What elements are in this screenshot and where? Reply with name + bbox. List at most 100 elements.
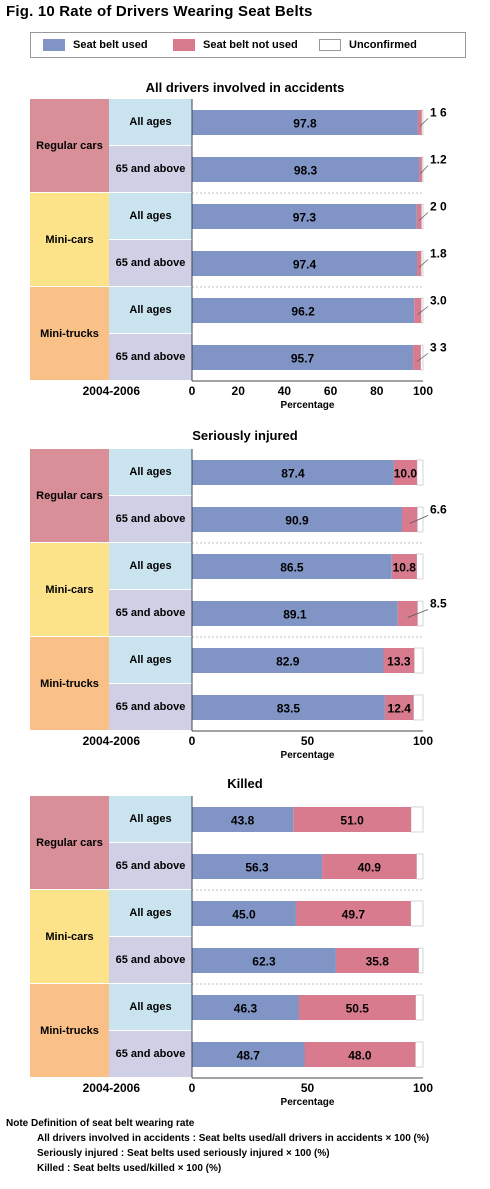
data-label-used: 98.3: [294, 164, 318, 178]
bar-seat-belt-not-used: [416, 251, 422, 276]
data-label-not-used: 12.4: [388, 702, 412, 716]
bar-seat-belt-not-used: [417, 110, 422, 135]
data-label-used: 43.8: [231, 814, 255, 828]
age-label-65-and-above: 65 and above: [109, 1031, 192, 1078]
legend-item-used: Seat belt used: [43, 39, 148, 51]
bar-unconfirmed: [416, 853, 424, 880]
age-label-all-ages: All ages: [109, 99, 192, 146]
period-label: 2004-2006: [83, 384, 141, 398]
x-tick-label: 0: [189, 384, 196, 398]
leader-line: [416, 353, 429, 362]
age-label-65-and-above: 65 and above: [109, 937, 192, 984]
data-label-not-used: 1.2: [430, 153, 447, 167]
data-label-used: 62.3: [252, 955, 276, 969]
x-axis-label: Percentage: [281, 750, 335, 761]
bar-unconfirmed: [415, 1041, 424, 1068]
data-label-used: 56.3: [245, 861, 269, 875]
bar-seat-belt-not-used: [298, 995, 416, 1020]
data-label-used: 90.9: [285, 514, 309, 528]
data-label-used: 86.5: [280, 561, 304, 575]
x-tick-label: 50: [301, 1081, 315, 1095]
bar-seat-belt-used: [192, 995, 299, 1020]
x-axis-label: Percentage: [281, 400, 335, 411]
data-label-not-used: 35.8: [366, 955, 390, 969]
data-label-used: 97.8: [293, 117, 317, 131]
bar-unconfirmed: [413, 647, 424, 674]
bar-seat-belt-not-used: [414, 298, 422, 323]
legend-swatch-not-used: [173, 39, 195, 51]
bar-seat-belt-used: [192, 298, 415, 323]
bar-seat-belt-not-used: [304, 1042, 416, 1067]
x-tick-label: 80: [370, 384, 384, 398]
bar-seat-belt-used: [192, 648, 384, 673]
bar-unconfirmed: [413, 694, 424, 721]
bar-seat-belt-used: [192, 948, 336, 973]
data-label-used: 48.7: [237, 1049, 261, 1063]
bar-seat-belt-not-used: [322, 854, 417, 879]
bar-seat-belt-not-used: [293, 807, 411, 832]
legend-swatch-unconfirmed: [319, 39, 341, 51]
bar-unconfirmed: [415, 994, 424, 1021]
bar-seat-belt-used: [192, 345, 414, 370]
legend-label-unconfirmed: Unconfirmed: [349, 39, 417, 51]
data-label-not-used: 3 3: [430, 341, 447, 355]
legend-swatch-used: [43, 39, 65, 51]
vehicle-label-mini-cars: Mini-cars: [30, 890, 109, 984]
data-label-used: 97.4: [293, 258, 317, 272]
period-label: 2004-2006: [83, 734, 141, 748]
vehicle-label-mini-trucks: Mini-trucks: [30, 637, 109, 731]
leader-line: [418, 259, 429, 268]
bar-seat-belt-used: [192, 695, 385, 720]
data-label-used: 83.5: [277, 702, 301, 716]
leader-line: [419, 118, 429, 127]
x-tick-label: 60: [324, 384, 338, 398]
bar-seat-belt-not-used: [413, 345, 421, 370]
x-tick-label: 100: [413, 734, 433, 748]
note-heading: Note Definition of seat belt wearing rat…: [6, 1118, 195, 1129]
x-axis-label: Percentage: [281, 1097, 335, 1108]
data-label-not-used: 13.3: [387, 655, 411, 669]
legend-item-unconfirmed: Unconfirmed: [319, 39, 417, 51]
x-tick-label: 0: [189, 1081, 196, 1095]
bar-seat-belt-used: [192, 157, 420, 182]
data-label-not-used: 2 0: [430, 200, 447, 214]
bar-seat-belt-not-used: [383, 648, 415, 673]
bar-seat-belt-used: [192, 460, 394, 485]
bar-unconfirmed: [416, 553, 424, 580]
bar-seat-belt-used: [192, 1042, 305, 1067]
bar-seat-belt-not-used: [419, 157, 422, 182]
leader-line: [420, 165, 429, 174]
plot-area: [192, 796, 423, 1078]
data-label-not-used: 1 6: [430, 106, 447, 120]
data-label-used: 97.3: [293, 211, 317, 225]
vehicle-label-mini-trucks: Mini-trucks: [30, 287, 109, 381]
bar-seat-belt-used: [192, 601, 398, 626]
x-tick-label: 50: [301, 734, 315, 748]
bar-seat-belt-used: [192, 507, 402, 532]
bar-unconfirmed: [421, 156, 424, 183]
vehicle-label-mini-cars: Mini-cars: [30, 193, 109, 287]
age-label-all-ages: All ages: [109, 984, 192, 1031]
data-label-not-used: 10.8: [393, 561, 417, 575]
plot-area: [192, 99, 423, 381]
data-label-used: 45.0: [232, 908, 256, 922]
bar-unconfirmed: [418, 947, 424, 974]
age-label-65-and-above: 65 and above: [109, 496, 192, 543]
vehicle-label-mini-cars: Mini-cars: [30, 543, 109, 637]
data-label-not-used: 40.9: [358, 861, 382, 875]
age-label-all-ages: All ages: [109, 637, 192, 684]
data-label-used: 46.3: [234, 1002, 258, 1016]
bar-unconfirmed: [421, 203, 424, 230]
age-label-all-ages: All ages: [109, 287, 192, 334]
chart-title: Killed: [227, 776, 263, 791]
age-label-65-and-above: 65 and above: [109, 590, 192, 637]
plot-area: [192, 449, 423, 731]
data-label-used: 82.9: [276, 655, 300, 669]
bar-unconfirmed: [410, 900, 424, 927]
vehicle-label-regular-cars: Regular cars: [30, 449, 109, 543]
leader-line: [409, 515, 429, 524]
x-tick-label: 20: [232, 384, 246, 398]
vehicle-label-regular-cars: Regular cars: [30, 796, 109, 890]
vehicle-label-regular-cars: Regular cars: [30, 99, 109, 193]
bar-chart-2: 87.4 10.0 90.9 6.6 86.5 10.8 89.1 8.5 82.9 13.3 83…: [83, 449, 447, 761]
